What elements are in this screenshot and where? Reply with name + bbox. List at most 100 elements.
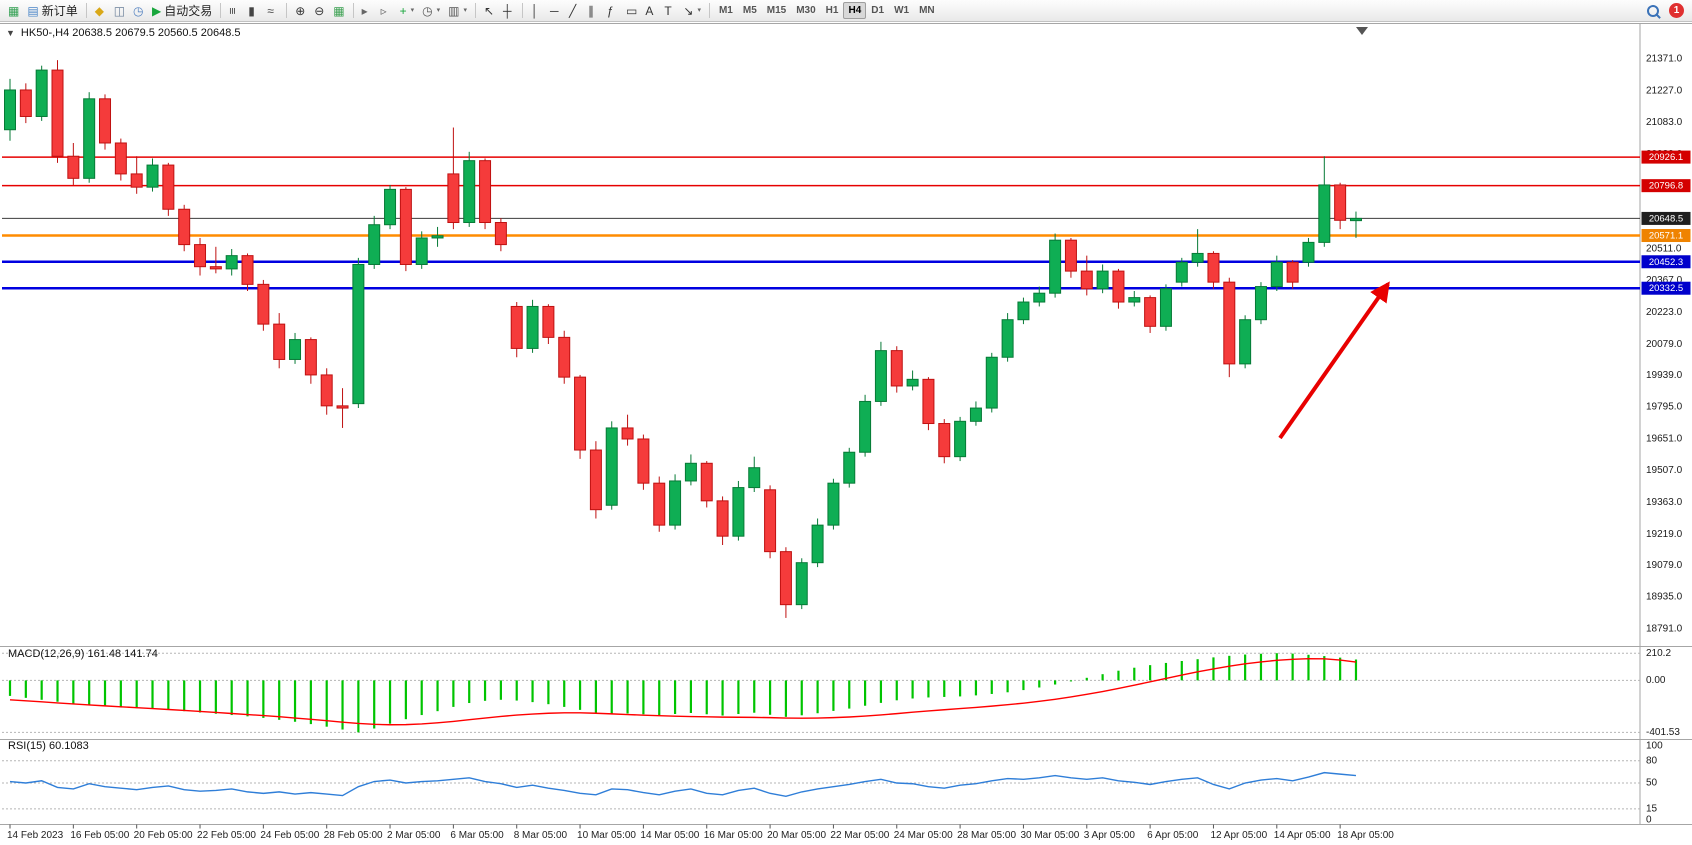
arrows-icon: ↘	[683, 3, 694, 18]
candle-body	[178, 208, 191, 246]
indicator-grid	[2, 652, 1640, 810]
candle	[811, 518, 824, 568]
channel-icon[interactable]: ∥	[584, 1, 603, 20]
timeframe-d1-button[interactable]: D1	[866, 2, 889, 19]
period-icon[interactable]: ◷ ▾	[418, 1, 444, 20]
metaeditor-icon[interactable]: ◆	[91, 1, 110, 20]
timeframe-m15-button[interactable]: M15	[762, 2, 791, 19]
candle	[51, 60, 64, 163]
chart-shift-marker[interactable]	[1356, 27, 1368, 35]
candle	[669, 474, 682, 530]
candle	[1080, 255, 1093, 296]
cursor-icon: ↖	[484, 3, 495, 18]
candle	[969, 401, 982, 426]
candle-body	[558, 336, 571, 378]
zoom-in-icon[interactable]: ⊕	[291, 1, 310, 20]
trendline-icon[interactable]: ╱	[565, 1, 584, 20]
candle	[99, 94, 112, 150]
history-center-icon[interactable]: ◷	[129, 1, 148, 20]
candle	[1254, 282, 1267, 325]
badge-text: 20332.5	[1649, 283, 1683, 294]
arrows-icon[interactable]: ↘ ▾	[679, 1, 705, 20]
label-icon[interactable]: T	[660, 1, 679, 20]
autoscroll-icon[interactable]: ▸	[358, 1, 377, 20]
time-axis-label: 16 Feb 05:00	[70, 830, 129, 841]
current-price-badge: 20648.5	[1641, 211, 1691, 225]
text-icon[interactable]: A	[641, 1, 660, 20]
template-icon[interactable]: ▥ ▾	[444, 1, 471, 20]
timeframe-mn-button[interactable]: MN	[914, 2, 940, 19]
candle	[526, 299, 539, 353]
candle-body	[1080, 270, 1093, 290]
time-axis[interactable]: 14 Feb 2023 16 Feb 05:00 20 Feb 05:00 22 Fe…	[7, 824, 1394, 842]
time-axis-label: 8 Mar 05:00	[514, 830, 568, 841]
badge-text: 20926.1	[1649, 152, 1683, 163]
autoscroll-icon: ▸	[361, 3, 368, 18]
candle-body	[146, 164, 159, 188]
candle	[83, 92, 96, 183]
timeframe-m1-button[interactable]: M1	[714, 2, 738, 19]
timeframe-m5-button[interactable]: M5	[738, 2, 762, 19]
candle	[1318, 156, 1331, 247]
shapes-icon[interactable]: ▭	[622, 1, 641, 20]
candle	[304, 337, 317, 384]
vertical-line-icon[interactable]: │	[527, 1, 546, 20]
chart-shift-icon[interactable]: ▹	[377, 1, 396, 20]
cursor-icon[interactable]: ↖	[480, 1, 499, 20]
time-axis-label: 18 Apr 05:00	[1337, 830, 1394, 841]
crosshair-icon[interactable]: ┼	[499, 1, 518, 20]
channel-icon: ∥	[588, 3, 595, 18]
candle	[320, 368, 333, 415]
candle	[558, 330, 571, 384]
time-axis-label: 14 Apr 05:00	[1274, 830, 1331, 841]
price-badge: 20796.8	[1641, 179, 1691, 193]
candle	[732, 480, 745, 541]
horizontal-line-icon[interactable]: ─	[546, 1, 565, 20]
time-axis-label: 24 Feb 05:00	[260, 830, 319, 841]
candle-body	[99, 98, 112, 144]
timeframe-h1-button[interactable]: H1	[821, 2, 844, 19]
chart-window-icon[interactable]: ▦	[4, 1, 23, 20]
candle-body	[1064, 239, 1077, 272]
candle	[795, 558, 808, 610]
badge-rect	[1641, 211, 1691, 225]
fibonacci-icon[interactable]: ƒ	[603, 1, 622, 20]
timeframe-w1-button[interactable]: W1	[889, 2, 914, 19]
candle-body	[4, 89, 16, 131]
bar-chart-icon[interactable]: ≡	[225, 1, 244, 20]
chart-header: ▼ HK50-,H4 20638.5 20679.5 20560.5 20648…	[6, 27, 241, 39]
candlestick-chart-icon[interactable]: ▮	[244, 1, 263, 20]
candle	[716, 496, 729, 546]
candle-body	[605, 427, 618, 506]
search-icon[interactable]	[1643, 1, 1663, 20]
candle-body	[1239, 319, 1252, 365]
autotrading-button[interactable]: ▶ 自动交易	[148, 1, 216, 20]
candle	[1033, 286, 1046, 307]
caret-down-icon: ▾	[436, 7, 441, 14]
candle	[1302, 237, 1315, 267]
new-order-button[interactable]: ▤ 新订单	[23, 1, 81, 20]
tile-windows-icon[interactable]: ▦	[329, 1, 348, 20]
macd-scale-label: -401.53	[1646, 727, 1680, 738]
rsi-scale-label: 15	[1646, 804, 1658, 815]
candle	[1159, 284, 1172, 331]
fibonacci-icon: ƒ	[607, 3, 614, 18]
timeframe-h4-button[interactable]: H4	[843, 2, 867, 19]
candle-body	[304, 339, 317, 376]
zoom-out-icon[interactable]: ⊖	[310, 1, 329, 20]
notification-badge[interactable]: 1	[1669, 3, 1684, 18]
line-chart-icon[interactable]: ≈	[263, 1, 282, 20]
price-badge: 20571.1	[1641, 229, 1691, 243]
candle-body	[1207, 252, 1220, 283]
timeframe-m30-button[interactable]: M30	[791, 2, 820, 19]
candle-body	[1175, 261, 1188, 283]
candle-body	[479, 160, 492, 224]
price-badge: 20926.1	[1641, 150, 1691, 164]
candle	[114, 138, 127, 181]
publisher-icon[interactable]: ◫	[110, 1, 129, 20]
add-indicator-icon[interactable]: + ▾	[396, 1, 419, 20]
price-tick-label: 20367.0	[1646, 275, 1683, 286]
arrow-annotation[interactable]	[1278, 281, 1390, 440]
one-click-trading-toggle[interactable]: ▼	[6, 28, 15, 38]
